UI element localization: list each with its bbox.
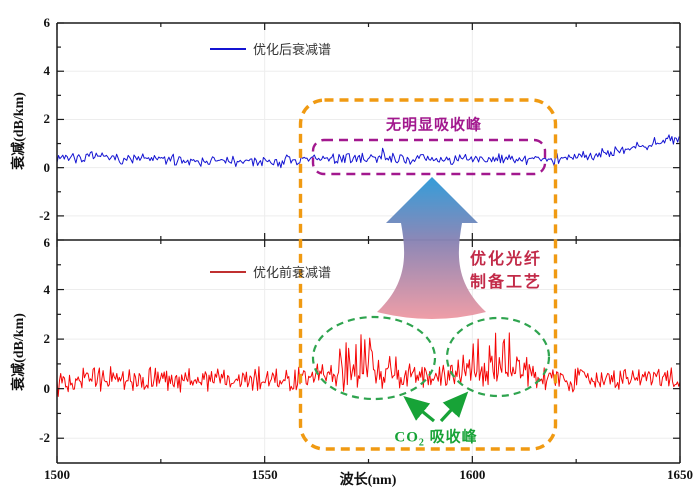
y-axis-label-bottom: 衰减(dB/km)	[12, 313, 27, 391]
series-after-optimization	[56, 134, 680, 169]
legend-top: 优化后衰减谱	[210, 39, 331, 58]
annotation-optimize-process-line1: 优化光纤	[469, 251, 543, 268]
improvement-arrow	[377, 177, 486, 319]
legend-line-before-optimization	[210, 270, 246, 273]
x-axis-label: 波长(nm)	[339, 473, 397, 488]
co2-peak-ellipse-1573nm	[311, 315, 437, 401]
no-peak-box-purple	[311, 138, 547, 176]
highlight-box-orange	[298, 98, 558, 451]
annotation-optimize-process: 优化光纤 制备工艺	[470, 248, 542, 294]
series-before-optimization	[56, 332, 681, 397]
co2-peak-ellipse-1605nm	[445, 316, 551, 398]
legend-line-after-optimization	[210, 47, 246, 50]
annotation-optimize-process-line2: 制备工艺	[469, 274, 543, 291]
legend-label-before-optimization: 优化前衰减谱	[253, 265, 332, 280]
legend-bottom: 优化前衰减谱	[210, 262, 331, 281]
annotation-no-absorption-peak: 无明显吸收峰	[385, 117, 483, 134]
co2-arrow-left	[403, 395, 436, 423]
co2-text: CO	[394, 429, 419, 446]
co2-suffix-text: 吸收峰	[424, 429, 478, 446]
co2-arrow-right	[439, 391, 469, 423]
annotation-co2-absorption-peak: CO2 吸收峰	[394, 426, 477, 449]
legend-label-after-optimization: 优化后衰减谱	[253, 42, 332, 57]
co2-subscript: 2	[418, 437, 425, 449]
y-axis-label-top: 衰减(dB/km)	[12, 92, 27, 170]
